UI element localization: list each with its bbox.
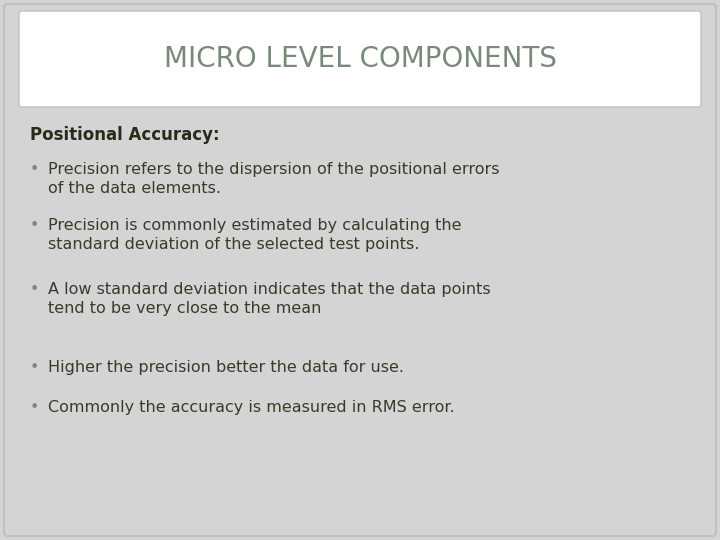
Text: Higher the precision better the data for use.: Higher the precision better the data for…	[48, 360, 404, 375]
FancyBboxPatch shape	[19, 11, 701, 107]
Text: Precision is commonly estimated by calculating the
standard deviation of the sel: Precision is commonly estimated by calcu…	[48, 218, 462, 252]
Text: MICRO LEVEL COMPONENTS: MICRO LEVEL COMPONENTS	[163, 45, 557, 73]
Text: •: •	[30, 282, 40, 297]
Text: •: •	[30, 218, 40, 233]
Text: •: •	[30, 360, 40, 375]
Text: Precision refers to the dispersion of the positional errors
of the data elements: Precision refers to the dispersion of th…	[48, 162, 500, 196]
Text: Positional Accuracy:: Positional Accuracy:	[30, 126, 220, 144]
Text: Commonly the accuracy is measured in RMS error.: Commonly the accuracy is measured in RMS…	[48, 400, 455, 415]
Text: •: •	[30, 400, 40, 415]
Text: •: •	[30, 162, 40, 177]
Text: A low standard deviation indicates that the data points
tend to be very close to: A low standard deviation indicates that …	[48, 282, 490, 316]
FancyBboxPatch shape	[4, 4, 716, 536]
